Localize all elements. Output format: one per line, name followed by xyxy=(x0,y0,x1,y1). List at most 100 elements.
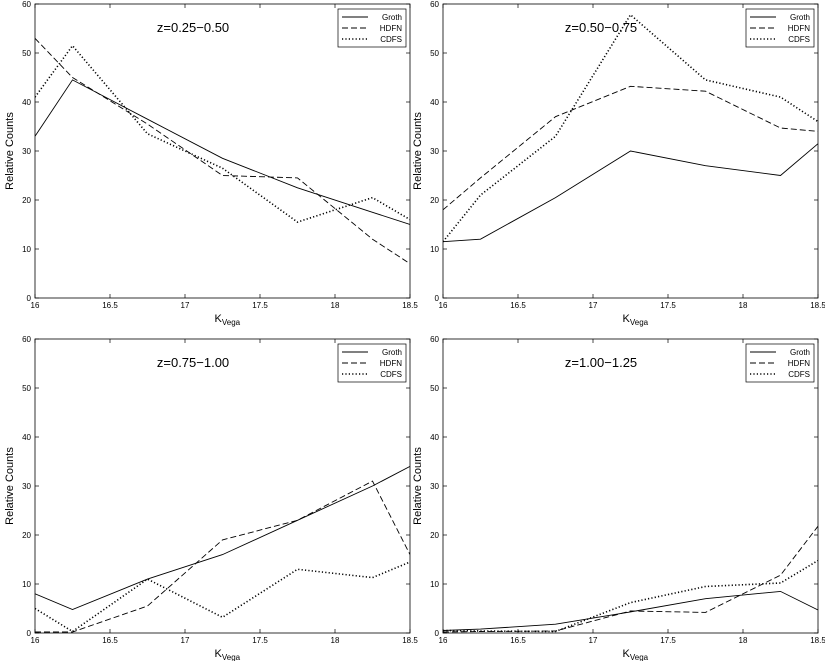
y-tick-label: 60 xyxy=(430,0,439,9)
y-tick-label: 10 xyxy=(22,580,31,589)
y-tick-label: 50 xyxy=(430,384,439,393)
series-line-cdfs xyxy=(35,44,410,223)
x-tick-label: 18.5 xyxy=(402,636,418,645)
y-tick-label: 60 xyxy=(22,335,31,344)
legend-box xyxy=(745,8,815,48)
legend-label-cdfs: CDFS xyxy=(380,35,402,44)
x-tick-label: 18 xyxy=(739,636,748,645)
x-tick-label: 16.5 xyxy=(510,636,526,645)
legend: Groth HDFN CDFS xyxy=(337,8,407,48)
series-line-cdfs xyxy=(443,13,818,243)
legend-label-groth: Groth xyxy=(382,348,402,357)
series-line-groth xyxy=(35,466,410,610)
series-line-hdfn xyxy=(443,525,818,633)
y-axis-label: Relative Counts xyxy=(4,447,16,525)
x-tick-label: 17 xyxy=(589,301,598,310)
series-line-cdfs xyxy=(443,559,818,633)
y-tick-label: 20 xyxy=(22,531,31,540)
y-tick-label: 30 xyxy=(22,147,31,156)
panel-4: 16 16.5 17 17.5 18 18.5 0 10 20 30 40 50 60 KVega Rela… xyxy=(412,335,825,661)
y-tick-label: 20 xyxy=(430,531,439,540)
redshift-annotation: z=1.00−1.25 xyxy=(565,355,637,370)
y-tick-label: 30 xyxy=(22,482,31,491)
series-line-groth xyxy=(443,143,818,243)
x-axis-label: KVega xyxy=(623,313,649,327)
x-tick-label: 18.5 xyxy=(810,636,825,645)
series-line-groth xyxy=(443,590,818,631)
y-tick-label: 10 xyxy=(430,580,439,589)
x-tick-label: 17 xyxy=(181,301,190,310)
legend-label-hdfn: HDFN xyxy=(380,24,402,33)
plot-frame xyxy=(442,338,819,634)
x-tick-label: 16 xyxy=(31,301,40,310)
x-tick-label: 17.5 xyxy=(660,301,676,310)
y-tick-label: 30 xyxy=(430,482,439,491)
x-axis-label: KVega xyxy=(623,648,649,661)
y-tick-label: 60 xyxy=(430,335,439,344)
series-line-hdfn xyxy=(35,480,410,633)
x-tick-label: 17 xyxy=(589,636,598,645)
y-tick-label: 50 xyxy=(22,49,31,58)
series-line-hdfn xyxy=(443,85,818,211)
y-tick-label: 40 xyxy=(430,98,439,107)
y-tick-label: 60 xyxy=(22,0,31,9)
x-tick-label: 18 xyxy=(739,301,748,310)
legend-label-cdfs: CDFS xyxy=(380,370,402,379)
y-tick-label: 10 xyxy=(430,245,439,254)
y-tick-label: 40 xyxy=(430,433,439,442)
x-tick-label: 18 xyxy=(331,636,340,645)
legend: Groth HDFN CDFS xyxy=(337,343,407,383)
x-axis-label: KVega xyxy=(215,313,241,327)
legend-label-cdfs: CDFS xyxy=(788,35,810,44)
x-axis-label: KVega xyxy=(215,648,241,661)
legend-label-hdfn: HDFN xyxy=(788,359,810,368)
x-tick-label: 17.5 xyxy=(252,301,268,310)
legend-label-cdfs: CDFS xyxy=(788,370,810,379)
y-tick-label: 50 xyxy=(430,49,439,58)
series-line-groth xyxy=(35,79,410,225)
y-tick-label: 30 xyxy=(430,147,439,156)
x-tick-label: 17 xyxy=(181,636,190,645)
x-tick-label: 16.5 xyxy=(102,636,118,645)
plot-frame xyxy=(34,3,411,299)
y-axis-label: Relative Counts xyxy=(4,112,16,190)
legend-label-groth: Groth xyxy=(790,13,810,22)
y-tick-label: 20 xyxy=(430,196,439,205)
y-tick-label: 0 xyxy=(27,294,32,303)
y-tick-label: 0 xyxy=(435,629,440,638)
x-tick-label: 17.5 xyxy=(660,636,676,645)
x-tick-label: 18.5 xyxy=(810,301,825,310)
series-line-hdfn xyxy=(35,37,410,265)
legend-label-hdfn: HDFN xyxy=(380,359,402,368)
x-tick-label: 17.5 xyxy=(252,636,268,645)
legend-label-hdfn: HDFN xyxy=(788,24,810,33)
y-tick-label: 10 xyxy=(22,245,31,254)
legend-box xyxy=(337,343,407,383)
legend-label-groth: Groth xyxy=(790,348,810,357)
x-tick-label: 16 xyxy=(31,636,40,645)
x-tick-label: 18.5 xyxy=(402,301,418,310)
y-axis-label: Relative Counts xyxy=(412,447,424,525)
redshift-annotation: z=0.75−1.00 xyxy=(157,355,229,370)
legend-box xyxy=(745,343,815,383)
legend-box xyxy=(337,8,407,48)
y-tick-label: 0 xyxy=(27,629,32,638)
x-tick-label: 16 xyxy=(439,301,448,310)
x-tick-label: 16.5 xyxy=(510,301,526,310)
y-tick-label: 40 xyxy=(22,433,31,442)
panel-3: 16 16.5 17 17.5 18 18.5 0 10 20 30 40 50 60 KVega Rela… xyxy=(4,335,418,661)
y-tick-label: 40 xyxy=(22,98,31,107)
legend-label-groth: Groth xyxy=(382,13,402,22)
series-line-cdfs xyxy=(35,561,410,633)
redshift-annotation: z=0.25−0.50 xyxy=(157,20,229,35)
panel-1: 16 16.5 17 17.5 18 18.5 0 10 20 30 40 50 60 KVega Rela… xyxy=(4,0,418,327)
plot-frame xyxy=(34,338,411,634)
legend: Groth HDFN CDFS xyxy=(745,343,815,383)
x-tick-label: 16.5 xyxy=(102,301,118,310)
y-axis-label: Relative Counts xyxy=(412,112,424,190)
x-tick-label: 16 xyxy=(439,636,448,645)
legend: Groth HDFN CDFS xyxy=(745,8,815,48)
x-tick-label: 18 xyxy=(331,301,340,310)
y-tick-label: 0 xyxy=(435,294,440,303)
